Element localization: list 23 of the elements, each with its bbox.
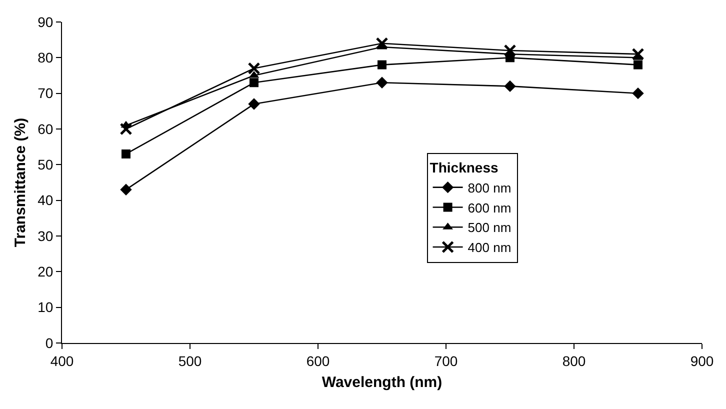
legend-label: 500 nm — [468, 220, 512, 236]
x-tick-label: 700 — [434, 352, 458, 369]
y-tick-label: 80 — [38, 50, 54, 66]
y-tick-label: 50 — [38, 156, 54, 173]
y-tick-label: 40 — [38, 192, 54, 208]
y-tick-label: 90 — [38, 14, 54, 30]
x-axis-title: Wavelength (nm) — [322, 374, 442, 391]
y-tick-label: 70 — [38, 85, 54, 102]
x-tick-label: 600 — [306, 352, 330, 369]
legend-title: Thickness — [430, 159, 498, 176]
y-tick-label: 30 — [38, 228, 54, 244]
x-tick-label: 800 — [562, 352, 586, 369]
x-tick-label: 400 — [50, 352, 74, 369]
y-tick-label: 60 — [38, 120, 54, 137]
y-axis-title: Transmittance (%) — [12, 118, 29, 248]
legend-label: 800 nm — [468, 180, 512, 196]
x-tick-label: 900 — [690, 352, 714, 369]
legend-label: 600 nm — [468, 200, 512, 216]
y-tick-label: 0 — [45, 334, 54, 351]
x-tick-label: 500 — [178, 352, 202, 369]
y-tick-label: 20 — [38, 264, 54, 280]
y-tick-label: 10 — [38, 299, 54, 316]
legend-label: 400 nm — [468, 240, 512, 256]
